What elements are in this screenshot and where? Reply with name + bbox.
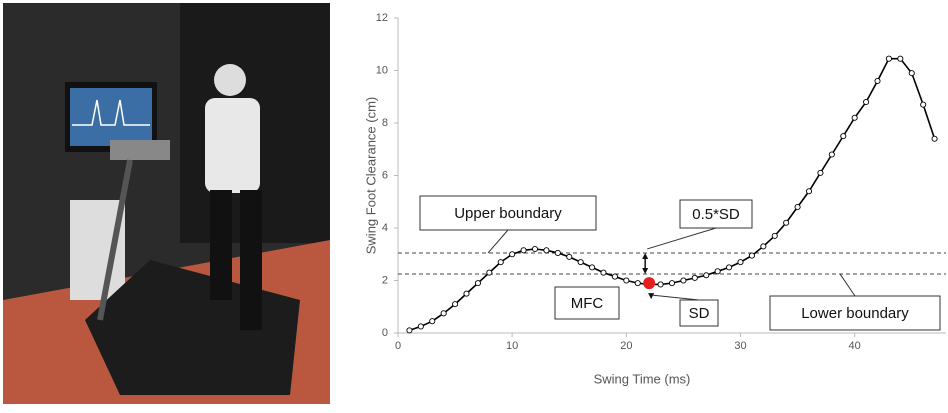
data-point (543, 247, 550, 254)
callout-line (839, 273, 856, 297)
data-point (600, 269, 607, 276)
x-axis-label: Swing Time (ms) (594, 371, 691, 386)
y-tick-label: 0 (382, 327, 388, 339)
plot: 0 2 4 6 8 10 12 0 10 20 30 40 Swing Time (ms) Swing F… (363, 12, 946, 386)
y-tick-label: 12 (376, 12, 388, 24)
data-point (463, 290, 470, 297)
data-point (497, 259, 504, 266)
treadmill-rail (97, 159, 133, 321)
data-point (531, 245, 539, 253)
label-box-text: Lower boundary (801, 305, 909, 322)
data-point (566, 253, 573, 260)
data-point (703, 272, 710, 279)
sd-arrowhead (642, 267, 649, 274)
label-box: MFC (554, 286, 620, 320)
person-leg (210, 190, 232, 300)
data-point (874, 77, 881, 85)
data-point (623, 277, 630, 284)
data-point (737, 259, 744, 266)
data-point (474, 280, 481, 287)
y-tick-label: 10 (376, 64, 388, 76)
label-box-text: 0.5*SD (692, 206, 740, 223)
data-point (817, 169, 824, 176)
data-point (486, 269, 493, 276)
label-box-frame (679, 199, 753, 229)
label-box-frame (419, 195, 597, 231)
data-point (726, 264, 733, 271)
y-tick-label: 6 (382, 169, 388, 181)
label-box-frame (769, 295, 941, 331)
data-point (794, 203, 801, 211)
data-point (589, 264, 596, 271)
data-point (908, 70, 915, 77)
x-tick-label: 20 (620, 340, 632, 352)
callout-line (647, 227, 717, 250)
monitor-screen (70, 88, 152, 146)
data-point (657, 281, 664, 288)
data-point (783, 219, 790, 226)
person-torso (205, 98, 260, 193)
callout-line (487, 229, 509, 254)
data-point (931, 135, 938, 142)
sd-arrowhead (648, 293, 655, 300)
label-box-frame (554, 286, 620, 320)
x-tick-label: 0 (395, 340, 401, 352)
data-point (406, 327, 413, 334)
y-tick-label: 8 (382, 117, 388, 129)
y-tick-label: 2 (382, 274, 388, 286)
label-box-text: Upper boundary (454, 205, 562, 222)
label-box: Upper boundary (419, 195, 597, 231)
data-point (771, 232, 778, 239)
data-point (554, 249, 561, 256)
data-point (805, 188, 813, 195)
x-tick-label: 40 (849, 340, 861, 352)
data-point (828, 151, 835, 158)
screen-trace (72, 99, 150, 126)
person-leg (240, 190, 262, 330)
data-point (577, 259, 584, 266)
data-point (851, 114, 858, 121)
data-point (748, 252, 755, 259)
data-point (668, 280, 676, 287)
data-point (520, 247, 527, 254)
x-tick-label: 10 (506, 340, 518, 352)
data-point (509, 251, 516, 258)
data-point (452, 301, 459, 308)
y-tick-label: 4 (382, 222, 388, 234)
data-point (760, 243, 767, 250)
y-axis-label: Swing Foot Clearance (cm) (363, 97, 378, 255)
mfc-point (643, 277, 656, 290)
label-box-frame (679, 299, 719, 327)
data-point (634, 280, 641, 287)
data-point (691, 274, 698, 281)
x-tick-label: 30 (734, 340, 746, 352)
data-point (417, 323, 424, 330)
label-box: SD (679, 299, 719, 327)
data-point (863, 98, 870, 106)
callout-line (652, 294, 700, 301)
data-point (714, 268, 721, 275)
data-point (840, 133, 847, 140)
sd-arrowhead (642, 252, 649, 259)
photo (3, 3, 330, 404)
data-point (897, 55, 904, 62)
person-head (214, 64, 246, 96)
data-point (429, 318, 436, 325)
data-point (611, 273, 618, 280)
label-box: 0.5*SD (679, 199, 753, 229)
label-box-text: MFC (571, 295, 604, 312)
data-point (680, 277, 687, 284)
treadmill-console (110, 140, 170, 160)
data-point (920, 101, 927, 108)
label-box: Lower boundary (769, 295, 941, 331)
data-point (440, 310, 447, 317)
series-line (409, 57, 936, 332)
data-point (885, 55, 892, 62)
label-box-text: SD (689, 305, 710, 322)
